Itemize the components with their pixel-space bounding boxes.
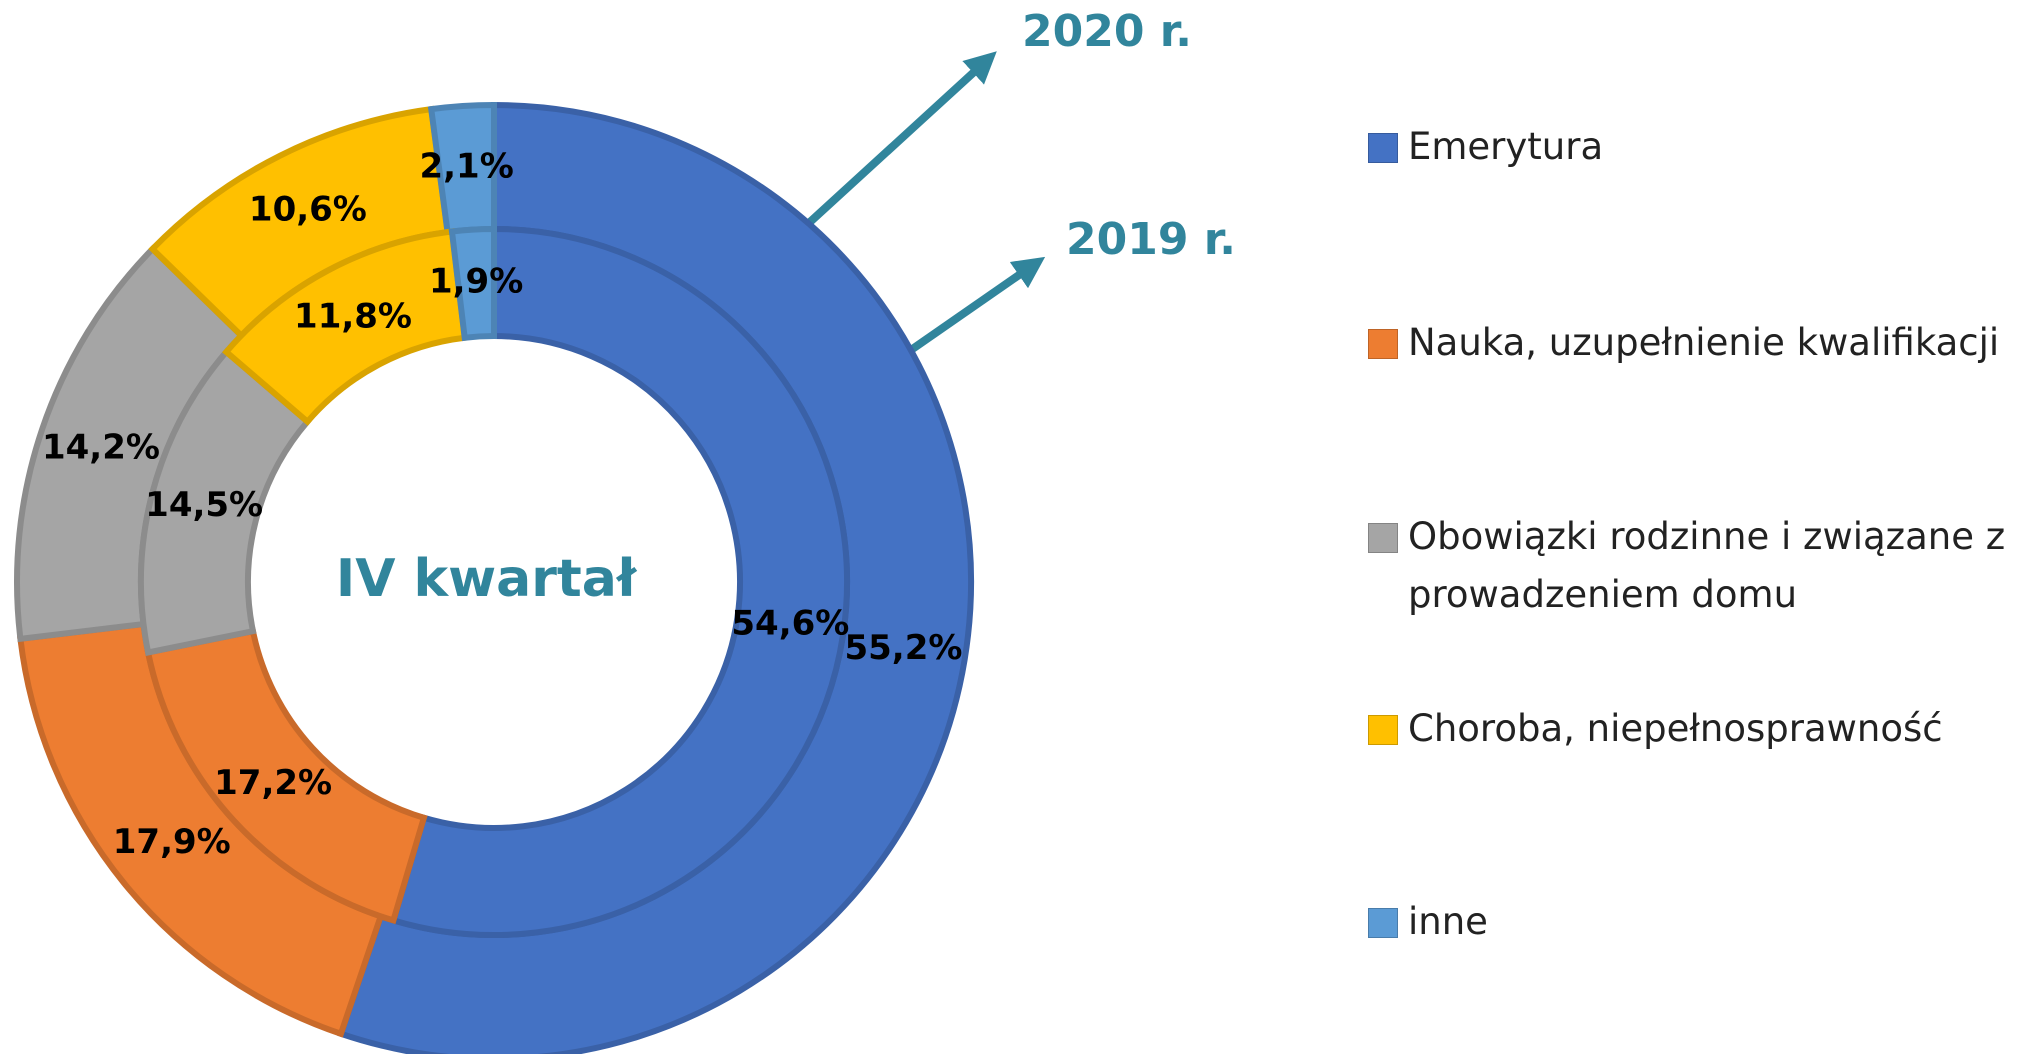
data-label: 10,6% <box>249 190 367 230</box>
legend-swatch <box>1368 908 1398 938</box>
data-label: 17,2% <box>214 763 332 803</box>
data-label: 11,8% <box>294 296 412 336</box>
data-label: 17,9% <box>113 822 231 862</box>
arrow <box>807 51 997 225</box>
legend-swatch <box>1368 715 1398 745</box>
series-annotation: 2019 r. <box>1066 214 1236 265</box>
legend-item: Emerytura <box>1368 118 2038 176</box>
legend-label: Obowiązki rodzinne i związane z prowadze… <box>1408 515 2006 616</box>
data-label: 55,2% <box>844 628 962 668</box>
legend-label: Nauka, uzupełnienie kwalifikacji <box>1408 321 2000 364</box>
slice <box>389 225 850 938</box>
legend-item: Obowiązki rodzinne i związane z prowadze… <box>1368 508 2038 624</box>
legend-label: Choroba, niepełnosprawność <box>1408 707 1943 750</box>
legend: Emerytura Nauka, uzupełnienie kwalifikacj… <box>1368 0 2038 1054</box>
data-label: 1,9% <box>429 262 523 302</box>
legend-item: Nauka, uzupełnienie kwalifikacji <box>1368 314 2038 372</box>
data-label: 2,1% <box>419 146 513 186</box>
legend-label: inne <box>1408 900 1488 943</box>
data-label: 14,2% <box>42 427 160 467</box>
legend-label: Emerytura <box>1408 125 1604 168</box>
legend-swatch <box>1368 133 1398 163</box>
legend-item: Choroba, niepełnosprawność <box>1368 700 2038 758</box>
legend-swatch <box>1368 523 1398 553</box>
data-label: 54,6% <box>731 604 849 644</box>
legend-item: inne <box>1368 893 2038 951</box>
legend-swatch <box>1368 329 1398 359</box>
series-annotation: 2020 r. <box>1022 6 1192 57</box>
slice <box>448 225 497 342</box>
doughnut-chart: 2020 r. 2019 r. IV kwartał 55,2% 17,9% 14,… <box>14 6 1236 1054</box>
center-label: IV kwartał <box>336 549 638 609</box>
data-label: 14,5% <box>145 485 263 525</box>
